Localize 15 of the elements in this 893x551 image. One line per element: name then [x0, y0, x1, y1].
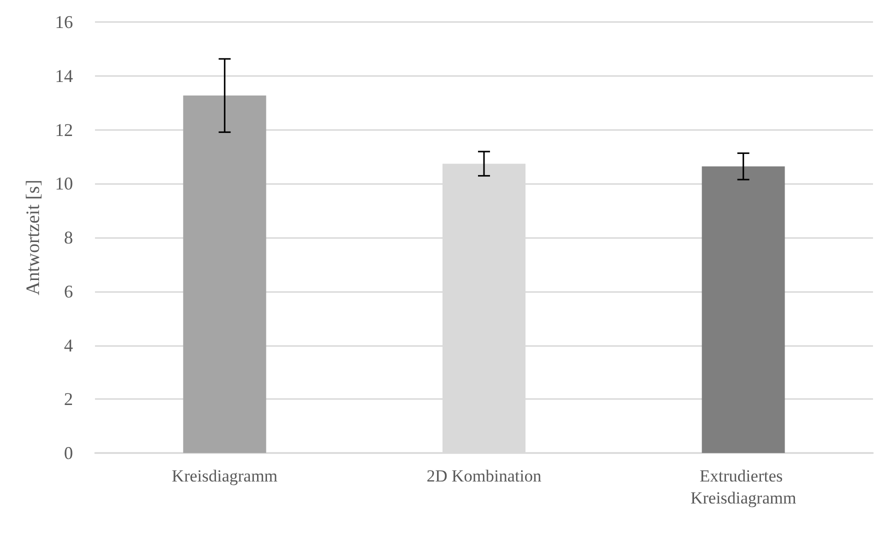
x-tick-label: Kreisdiagramm	[172, 466, 278, 486]
y-tick-label: 4	[64, 335, 73, 356]
x-tick-label: 2D Kombination	[426, 466, 542, 486]
y-tick-label: 10	[55, 174, 73, 194]
x-tick-label: Extrudiertes Kreisdiagramm	[690, 466, 796, 508]
y-tick-label: 6	[64, 281, 73, 302]
y-tick-label: 12	[55, 120, 73, 140]
y-tick-label: 8	[64, 228, 73, 248]
bar	[183, 96, 266, 453]
y-tick-label: 0	[64, 443, 73, 463]
bar	[702, 166, 785, 453]
y-tick-label: 2	[64, 389, 73, 410]
y-axis-title: Antwortzeit [s]	[23, 180, 44, 296]
y-tick-label: 16	[55, 12, 73, 32]
y-tick-label: 14	[55, 66, 73, 86]
